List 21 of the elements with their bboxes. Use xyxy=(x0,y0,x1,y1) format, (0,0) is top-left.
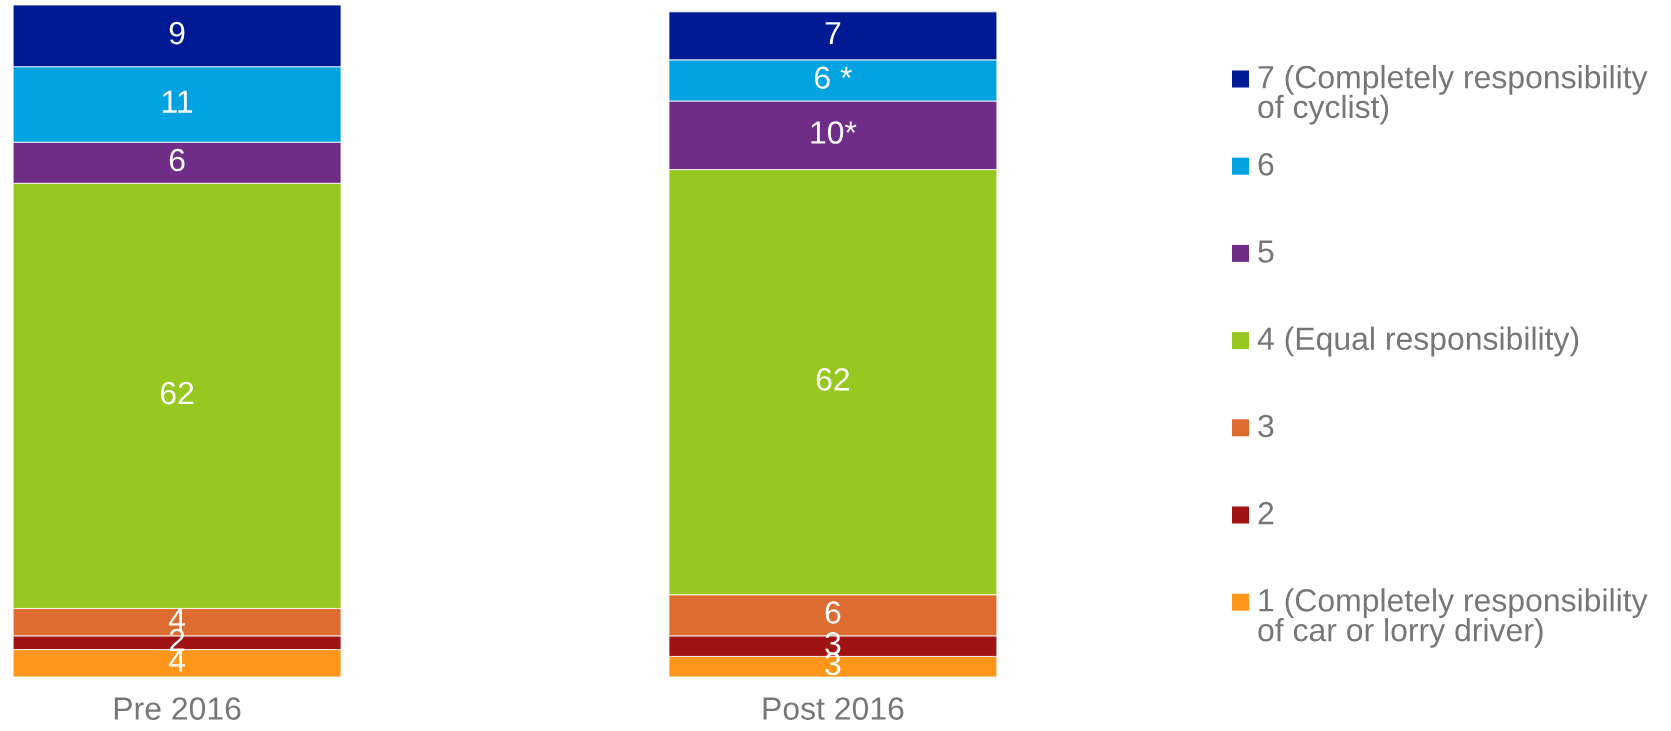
legend-label: 4 (Equal responsibility) xyxy=(1257,326,1579,357)
data-label: 4 xyxy=(168,649,186,672)
data-label: 3 xyxy=(825,652,841,676)
x-tick-label: Post 2016 xyxy=(763,697,904,720)
data-label: 4 xyxy=(168,608,186,631)
data-label: 7 xyxy=(825,22,841,45)
data-label: 9 xyxy=(169,21,185,45)
data-label: 10* xyxy=(811,121,857,144)
data-label: 11 xyxy=(162,90,193,113)
legend-label: 2 xyxy=(1258,501,1274,525)
legend-label: 5 xyxy=(1258,240,1274,263)
legend-label: 6 xyxy=(1258,153,1274,176)
legend-label: 1 (Completely responsibility of car or lorry driver) xyxy=(1258,588,1648,648)
legend-label: 3 xyxy=(1258,414,1274,438)
legend-label: 7 (Completely responsibility of cyclist) xyxy=(1258,65,1648,125)
data-label: 62 xyxy=(160,381,194,405)
data-label: 6 * xyxy=(815,66,852,89)
data-label: 6 xyxy=(825,601,841,624)
data-label: 6 xyxy=(169,148,185,172)
x-tick-label: Pre 2016 xyxy=(114,697,241,720)
data-label: 62 xyxy=(816,368,850,391)
